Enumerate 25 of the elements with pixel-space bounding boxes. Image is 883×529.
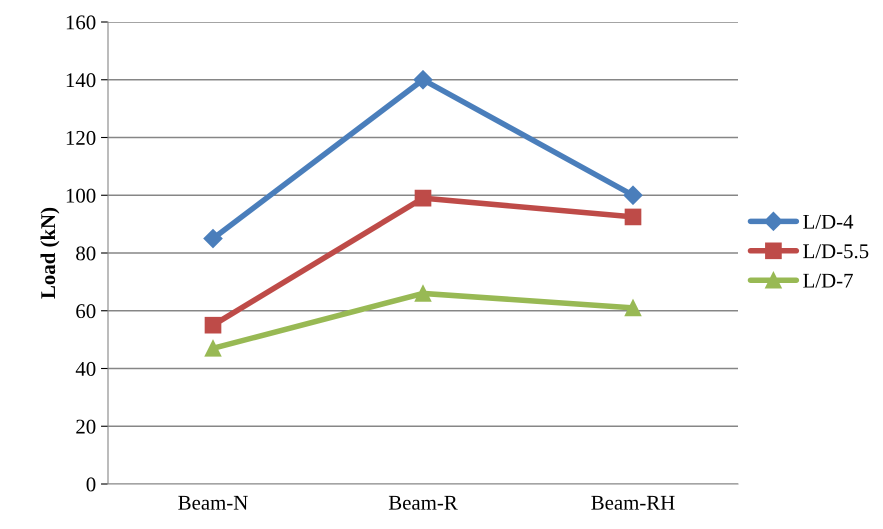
point [203,229,223,248]
y-tick-label: 160 [66,15,96,30]
point [413,70,433,90]
legend-label: L/D-5.5 [803,244,868,258]
point [623,186,643,205]
y-tick-label: 20 [76,420,96,434]
x-tick-label: Beam-RH [591,496,675,510]
point [414,190,432,206]
y-tick-label: 40 [76,362,96,376]
point [204,316,222,334]
y-tick-label: 60 [76,304,96,318]
y-tick-label: 100 [66,188,96,203]
point [624,208,642,226]
point [624,300,642,316]
x-tick-label: Beam-N [178,496,248,510]
legend-label: L/D-7 [803,274,853,288]
y-tick-label: 0 [86,477,96,492]
y-tick-label: 120 [66,130,96,145]
legend-label: L/D-4 [803,214,854,229]
x-tick-label: Beam-R [388,496,458,510]
point [414,285,432,302]
y-axis-title: Load (kN) [40,208,60,299]
y-tick-label: 140 [66,73,96,88]
point [204,340,222,357]
y-tick-label: 80 [76,246,96,260]
